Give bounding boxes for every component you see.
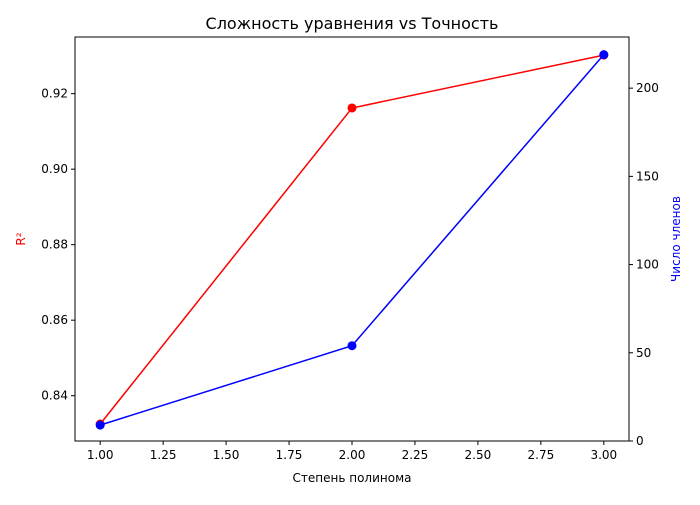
y-right-tick-label: 200 [636, 81, 659, 95]
y-left-tick-label: 0.90 [41, 162, 68, 176]
chart-title: Сложность уравнения vs Точность [206, 14, 499, 33]
x-tick-label: 1.25 [150, 448, 177, 462]
y-left-tick-label: 0.84 [41, 389, 68, 403]
x-tick-label: 3.00 [590, 448, 617, 462]
y-right-tick-label: 50 [636, 346, 651, 360]
y-right-tick-label: 0 [636, 434, 644, 448]
x-tick-label: 1.75 [276, 448, 303, 462]
y-axis-right-label: Число членов [669, 196, 683, 282]
y-axis-left-label: R² [14, 232, 28, 245]
x-tick-label: 2.75 [528, 448, 555, 462]
plot-area [95, 50, 609, 430]
plot-frame [74, 36, 630, 442]
x-tick-label: 2.00 [339, 448, 366, 462]
x-tick-label: 2.25 [402, 448, 429, 462]
data-point-right [347, 341, 357, 351]
series-right [95, 50, 609, 430]
y-left-tick-label: 0.88 [41, 238, 68, 252]
x-tick-label: 1.50 [213, 448, 240, 462]
y-left-tick-label: 0.86 [41, 313, 68, 327]
x-tick-label: 1.00 [87, 448, 114, 462]
y-right-tick-label: 150 [636, 169, 659, 183]
data-point-right [599, 50, 609, 60]
x-axis-label: Степень полинома [293, 471, 412, 485]
x-tick-label: 2.50 [465, 448, 492, 462]
series-left [95, 50, 609, 429]
data-point-left [347, 103, 357, 113]
y-left-tick-label: 0.92 [41, 87, 68, 101]
data-point-right [95, 420, 105, 430]
y-right-tick-label: 100 [636, 258, 659, 272]
